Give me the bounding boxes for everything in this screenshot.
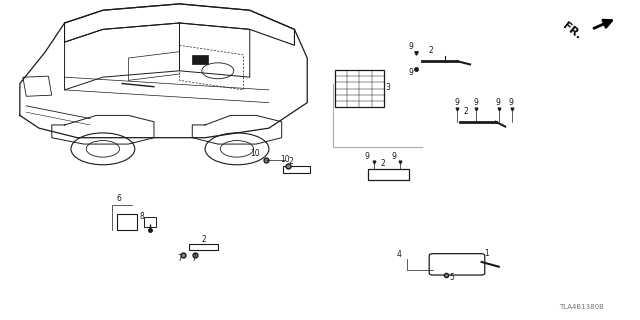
Text: 7: 7	[177, 254, 182, 263]
Bar	[368, 169, 410, 180]
Text: 2: 2	[288, 157, 293, 166]
Text: 10: 10	[280, 155, 289, 164]
Text: 2: 2	[429, 46, 433, 55]
Bar	[335, 70, 384, 108]
Text: 2: 2	[464, 107, 468, 116]
Text: 9: 9	[454, 98, 459, 107]
Text: TLA4B1380B: TLA4B1380B	[559, 304, 604, 310]
Bar	[23, 76, 52, 96]
Text: 1: 1	[484, 249, 489, 258]
Bar	[192, 55, 208, 64]
Text: 9: 9	[473, 98, 478, 107]
Text: 9: 9	[408, 68, 413, 76]
Text: 9: 9	[408, 42, 413, 51]
Text: 7: 7	[191, 254, 196, 263]
Text: 2: 2	[202, 235, 207, 244]
Text: FR.: FR.	[561, 21, 584, 41]
Text: 8: 8	[140, 212, 144, 221]
Text: 10: 10	[250, 149, 259, 158]
Text: 9: 9	[508, 98, 513, 107]
Bar	[117, 214, 138, 230]
Text: 3: 3	[386, 83, 390, 92]
Bar	[189, 244, 218, 250]
Text: 9: 9	[495, 98, 500, 107]
Text: 5: 5	[450, 273, 454, 282]
Text: 6: 6	[117, 195, 122, 204]
Text: 2: 2	[381, 159, 385, 168]
Bar	[145, 217, 156, 227]
Text: 4: 4	[397, 250, 401, 259]
Text: 9: 9	[392, 152, 396, 161]
Bar	[283, 166, 310, 173]
Text: 9: 9	[365, 152, 369, 161]
